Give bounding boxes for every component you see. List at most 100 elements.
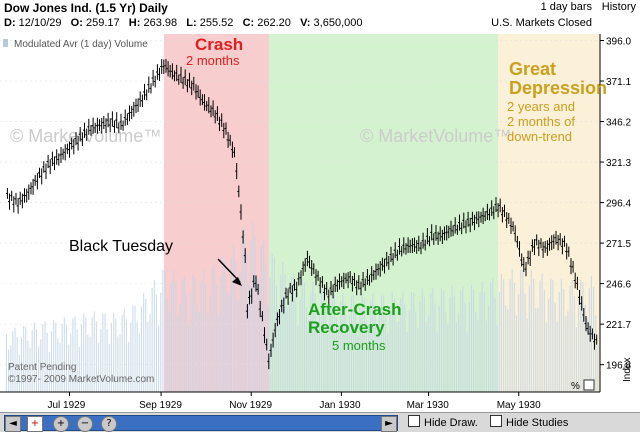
volume-bar	[372, 293, 374, 392]
volume-bar	[29, 347, 31, 392]
volume-bar	[185, 294, 187, 392]
recovery-sublabel: 5 months	[332, 338, 386, 353]
volume-bar	[329, 305, 331, 392]
volume-bar	[509, 279, 511, 392]
hide-draw-checkbox[interactable]	[408, 415, 420, 427]
volume-bar	[252, 221, 254, 392]
volume-bar	[203, 270, 205, 392]
scroll-left-button[interactable]: ◄	[5, 416, 21, 432]
volume-bar	[451, 285, 453, 392]
volume-bar	[368, 324, 370, 392]
volume-bar	[55, 322, 57, 392]
volume-bar	[419, 301, 421, 392]
volume-bar	[415, 312, 417, 392]
volume-bar	[42, 324, 44, 392]
volume-bar	[539, 280, 541, 392]
volume-bar	[530, 270, 532, 392]
crosshair-button[interactable]: +	[27, 416, 43, 432]
indicator-swatch	[3, 39, 8, 47]
volume-bar	[455, 322, 457, 392]
watermark-right: © MarketVolume™	[360, 126, 511, 146]
volume-bar	[117, 336, 119, 392]
volume-bar	[286, 307, 288, 392]
volume-bar	[584, 304, 586, 392]
volume-bar	[385, 313, 387, 392]
volume-bar	[556, 321, 558, 392]
volume-bar	[473, 289, 475, 392]
right-arrow-icon: ►	[385, 418, 393, 429]
volume-bar	[170, 281, 172, 392]
price-chart[interactable]: © MarketVolume™ © MarketVolume™ 396.0 371.1…	[0, 34, 640, 412]
volume-bar	[89, 336, 91, 392]
volume-bar	[173, 270, 175, 392]
crosshair-icon: +	[30, 418, 40, 429]
volume-bar	[228, 294, 230, 392]
hide-studies-toggle[interactable]: Hide Studies	[490, 415, 568, 429]
help-button[interactable]: ?	[101, 416, 117, 432]
volume-bar	[363, 298, 365, 392]
volume-bar	[398, 321, 400, 392]
volume-bar	[462, 286, 464, 392]
volume-bar	[597, 345, 599, 392]
volume-bar	[500, 273, 502, 392]
volume-bar	[68, 344, 70, 392]
volume-bar	[301, 279, 303, 392]
volume-bar	[293, 273, 295, 392]
hide-draw-label: Hide Draw.	[424, 417, 478, 429]
volume-bar	[410, 292, 412, 392]
depression-label: Great Depression	[509, 59, 607, 98]
black-tuesday-arrowhead	[232, 277, 242, 286]
timeline-scrollbar[interactable]: ◄ + + − ? ►	[4, 415, 398, 432]
volume-bar	[481, 281, 483, 392]
volume-bar	[80, 324, 82, 392]
zoom-in-button[interactable]: +	[53, 416, 69, 432]
volume-bar	[295, 292, 297, 392]
volume-bar	[404, 304, 406, 392]
volume-bar	[143, 293, 145, 392]
volume-bar	[110, 322, 112, 392]
volume-bar	[526, 318, 528, 392]
x-tick-label: Jan 1930	[319, 400, 361, 411]
volume-bar	[595, 315, 597, 392]
volume-bar	[48, 351, 50, 392]
volume-bar	[248, 285, 250, 392]
volume-bar	[65, 325, 67, 392]
chart-header: Dow Jones Ind. (1.5 Yr) Daily D: 12/10/2…	[0, 0, 640, 34]
volume-bar	[59, 342, 61, 392]
volume-bar	[136, 321, 138, 392]
volume-bar	[353, 294, 355, 392]
volume-bar	[513, 283, 515, 392]
bar-type-label[interactable]: 1 day bars	[540, 1, 592, 13]
volume-bar	[198, 311, 200, 392]
volume-bar	[428, 316, 430, 392]
volume-bar	[288, 302, 290, 392]
volume-bar	[192, 273, 194, 392]
volume-bar	[213, 264, 215, 392]
volume-bar	[578, 299, 580, 392]
volume-bar	[275, 286, 277, 392]
volume-bar	[440, 288, 442, 392]
x-tick-label: May 1930	[497, 400, 541, 411]
volume-bar	[128, 341, 130, 392]
volume-bar	[445, 312, 447, 392]
zoom-out-button[interactable]: −	[77, 416, 93, 432]
volume-bar	[507, 309, 509, 392]
volume-bar	[378, 314, 380, 392]
volume-bar	[470, 285, 472, 392]
hide-studies-checkbox[interactable]	[490, 415, 502, 427]
volume-bar	[344, 303, 346, 392]
volume-bar	[443, 290, 445, 392]
volume-bar	[162, 269, 164, 392]
hide-draw-toggle[interactable]: Hide Draw.	[408, 415, 478, 429]
scroll-right-button[interactable]: ►	[381, 416, 397, 432]
volume-bar	[175, 282, 177, 392]
high-label: H:	[128, 17, 141, 29]
volume-bar	[552, 280, 554, 392]
volume-bar	[413, 292, 415, 392]
volume-bar	[200, 281, 202, 392]
volume-bar	[250, 240, 252, 392]
volume-bar	[188, 326, 190, 392]
history-link[interactable]: History	[601, 1, 636, 13]
volume-bar	[282, 261, 284, 392]
volume-bar	[402, 291, 404, 392]
